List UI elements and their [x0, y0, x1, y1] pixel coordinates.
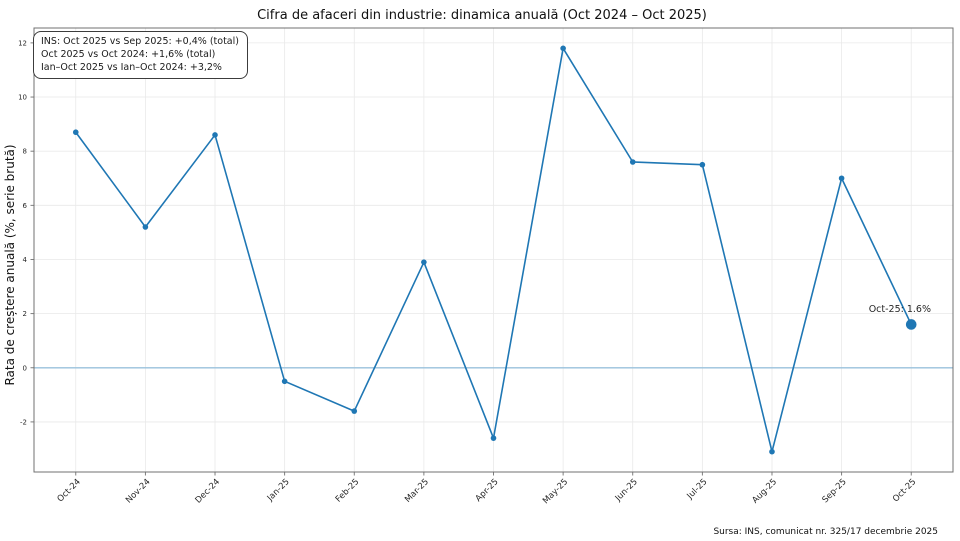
x-tick-label: Jul-25: [685, 477, 710, 502]
data-point-Dec-24: [212, 132, 218, 138]
data-point-Feb-25: [351, 408, 358, 414]
x-tick-label: Jun-25: [613, 477, 640, 504]
x-tick-label: Oct-24: [56, 477, 83, 504]
x-tick-label: Aug-25: [750, 477, 779, 506]
y-tick-label: 0: [23, 364, 27, 372]
info-box: INS: Oct 2025 vs Sep 2025: +0,4% (total)…: [33, 31, 248, 79]
data-point-Sep-25: [838, 175, 845, 182]
data-point-Apr-25: [490, 435, 497, 441]
axis-ticks: -2 0 2 4 6 8 10 12 Oct-24 Nov-24 Dec-24 Jan-25 Feb-2…: [18, 39, 918, 506]
x-tick-label: Sep-25: [821, 477, 849, 505]
data-point-Oct-24: [72, 129, 79, 136]
info-box-line-1: INS: Oct 2025 vs Sep 2025: +0,4% (total): [41, 36, 239, 47]
x-tick-label: Jan-25: [265, 477, 292, 504]
y-tick-label: 2: [23, 310, 27, 318]
y-tick-label: 8: [23, 148, 27, 156]
x-tick-label: May-25: [541, 477, 570, 506]
y-tick-label: 4: [23, 256, 28, 264]
x-tick-label: Dec-24: [194, 477, 223, 506]
data-point-Aug-25: [769, 448, 775, 455]
data-point-Jan-25: [281, 378, 288, 385]
y-tick-label: 10: [18, 94, 27, 102]
x-tick-label: Nov-24: [124, 477, 152, 505]
data-point-Oct-25: [905, 319, 917, 330]
y-tick-label: 6: [23, 202, 28, 210]
data-point-May-25: [560, 45, 566, 52]
x-tick-label: Apr-25: [474, 477, 501, 504]
data-point-Nov-24: [142, 224, 149, 230]
last-point-annotation: Oct-25: 1.6%: [869, 304, 931, 315]
y-tick-label: -2: [20, 418, 27, 426]
source-note: Sursa: INS, comunicat nr. 325/17 decembr…: [713, 527, 938, 537]
info-box-line-2: Oct 2025 vs Oct 2024: +1,6% (total): [41, 49, 216, 60]
y-axis-label: Rata de creștere anuală (%, serie brută): [3, 144, 17, 385]
x-tick-label: Oct-25: [891, 477, 918, 504]
gridlines: [34, 28, 953, 472]
x-tick-label: Feb-25: [334, 477, 362, 505]
info-box-line-3: Ian–Oct 2025 vs Ian–Oct 2024: +3,2%: [41, 62, 222, 73]
chart-title: Cifra de afaceri din industrie: dinamica…: [257, 8, 707, 23]
x-tick-label: Mar-25: [403, 477, 431, 505]
data-points: [72, 45, 917, 455]
data-point-Mar-25: [421, 259, 427, 265]
plot-border: [33, 27, 954, 473]
y-tick-label: 12: [18, 39, 27, 47]
data-point-Jul-25: [699, 161, 706, 168]
data-point-Jun-25: [629, 159, 636, 165]
